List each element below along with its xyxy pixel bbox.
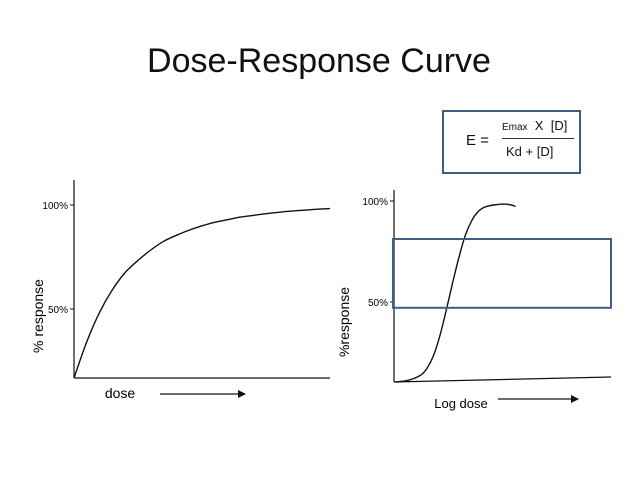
chart-log-dose-response: 50% 100% %response Log dose bbox=[336, 190, 612, 411]
formula-numerator: Emax X [D] bbox=[502, 118, 567, 133]
left-tick-label-50: 50% bbox=[48, 305, 68, 316]
right-tick-label-50: 50% bbox=[368, 298, 388, 309]
right-tick-label-100: 100% bbox=[362, 197, 388, 208]
left-tick-label-100: 100% bbox=[42, 201, 68, 212]
formula-box: E = Emax X [D] Kd + [D] bbox=[442, 110, 581, 174]
left-x-label: dose bbox=[105, 385, 136, 401]
formula-times: X bbox=[534, 118, 544, 133]
chart-dose-response: 50% 100% % response dose bbox=[30, 180, 331, 401]
left-y-label: % response bbox=[30, 279, 46, 353]
log-dose-response-curve bbox=[395, 203, 516, 383]
right-x-label: Log dose bbox=[434, 396, 488, 411]
formula-lhs: E = bbox=[466, 132, 489, 149]
formula-emax: Emax bbox=[502, 122, 528, 133]
formula-fraction-line bbox=[502, 138, 574, 139]
formula-dose: [D] bbox=[550, 118, 568, 133]
right-x-axis bbox=[393, 376, 612, 383]
formula-denominator: Kd + [D] bbox=[506, 144, 554, 159]
linear-range-highlight-box bbox=[392, 238, 612, 309]
slide-title: Dose-Response Curve bbox=[147, 42, 491, 80]
dose-response-curve bbox=[73, 207, 331, 379]
right-y-label: %response bbox=[336, 287, 352, 357]
